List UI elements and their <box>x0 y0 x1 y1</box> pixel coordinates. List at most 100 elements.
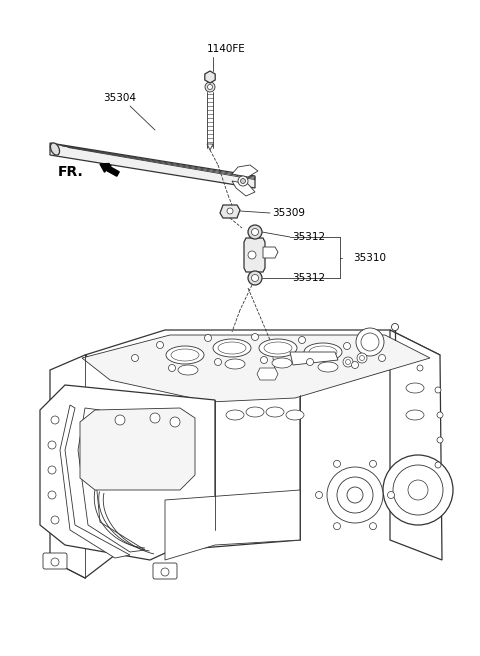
Polygon shape <box>232 181 255 196</box>
FancyBboxPatch shape <box>43 553 67 569</box>
Circle shape <box>48 491 56 499</box>
Ellipse shape <box>166 346 204 364</box>
Circle shape <box>387 491 395 499</box>
Circle shape <box>351 361 359 369</box>
Circle shape <box>347 487 363 503</box>
Ellipse shape <box>286 410 304 420</box>
Circle shape <box>435 387 441 393</box>
Ellipse shape <box>50 143 60 155</box>
Circle shape <box>356 328 384 356</box>
Circle shape <box>337 477 373 513</box>
Polygon shape <box>390 330 442 560</box>
Ellipse shape <box>171 349 199 361</box>
Ellipse shape <box>225 359 245 369</box>
Text: 35309: 35309 <box>272 208 305 218</box>
Circle shape <box>379 354 385 361</box>
Circle shape <box>252 228 259 236</box>
Circle shape <box>334 461 340 467</box>
Polygon shape <box>290 352 338 365</box>
Ellipse shape <box>309 346 337 358</box>
Circle shape <box>343 357 353 367</box>
Ellipse shape <box>259 339 297 357</box>
Circle shape <box>115 415 125 425</box>
Ellipse shape <box>266 407 284 417</box>
Polygon shape <box>263 247 278 258</box>
Text: 35310: 35310 <box>353 253 386 263</box>
Ellipse shape <box>406 383 424 393</box>
Circle shape <box>417 365 423 371</box>
Circle shape <box>346 359 350 365</box>
Circle shape <box>48 466 56 474</box>
Polygon shape <box>165 490 300 560</box>
Circle shape <box>205 82 215 92</box>
Circle shape <box>204 335 212 342</box>
Circle shape <box>370 523 376 529</box>
Circle shape <box>408 480 428 500</box>
Circle shape <box>370 461 376 467</box>
Circle shape <box>132 354 139 361</box>
FancyBboxPatch shape <box>153 563 177 579</box>
Polygon shape <box>220 205 240 218</box>
Ellipse shape <box>226 410 244 420</box>
Polygon shape <box>82 335 430 402</box>
Circle shape <box>48 441 56 449</box>
Text: 1140FE: 1140FE <box>207 44 246 54</box>
Circle shape <box>261 356 267 363</box>
Text: 35312: 35312 <box>292 273 325 283</box>
Circle shape <box>238 176 248 186</box>
Circle shape <box>252 333 259 340</box>
Circle shape <box>315 491 323 499</box>
Text: FR.: FR. <box>58 165 84 179</box>
Circle shape <box>383 455 453 525</box>
Circle shape <box>437 437 443 443</box>
Text: 35304: 35304 <box>103 93 136 103</box>
Circle shape <box>227 208 233 214</box>
Circle shape <box>344 342 350 350</box>
Circle shape <box>51 516 59 524</box>
Circle shape <box>51 558 59 566</box>
Polygon shape <box>232 165 258 177</box>
Ellipse shape <box>304 343 342 361</box>
Ellipse shape <box>264 342 292 354</box>
Polygon shape <box>80 408 195 490</box>
Circle shape <box>240 178 245 184</box>
Circle shape <box>150 413 160 423</box>
Ellipse shape <box>318 362 338 372</box>
Polygon shape <box>50 355 300 578</box>
Circle shape <box>327 467 383 523</box>
Ellipse shape <box>213 339 251 357</box>
Polygon shape <box>50 143 255 188</box>
Circle shape <box>170 417 180 427</box>
Polygon shape <box>205 71 215 83</box>
Polygon shape <box>78 408 145 552</box>
Circle shape <box>207 85 213 89</box>
Circle shape <box>360 356 364 361</box>
Circle shape <box>392 323 398 331</box>
Circle shape <box>215 358 221 365</box>
Ellipse shape <box>272 358 292 368</box>
Circle shape <box>51 416 59 424</box>
Circle shape <box>248 225 262 239</box>
Circle shape <box>252 274 259 281</box>
Polygon shape <box>85 330 440 400</box>
Ellipse shape <box>218 342 246 354</box>
Circle shape <box>168 365 176 371</box>
Circle shape <box>357 353 367 363</box>
Ellipse shape <box>406 410 424 420</box>
Ellipse shape <box>246 407 264 417</box>
Text: 35312: 35312 <box>292 232 325 242</box>
Circle shape <box>248 271 262 285</box>
Circle shape <box>393 465 443 515</box>
Circle shape <box>437 412 443 418</box>
Circle shape <box>156 342 164 348</box>
Polygon shape <box>207 144 213 150</box>
Circle shape <box>161 568 169 576</box>
Circle shape <box>435 462 441 468</box>
Circle shape <box>334 523 340 529</box>
Circle shape <box>361 333 379 351</box>
FancyArrow shape <box>100 163 119 176</box>
Polygon shape <box>40 385 215 560</box>
Circle shape <box>299 337 305 344</box>
Polygon shape <box>257 368 278 380</box>
Circle shape <box>307 358 313 365</box>
